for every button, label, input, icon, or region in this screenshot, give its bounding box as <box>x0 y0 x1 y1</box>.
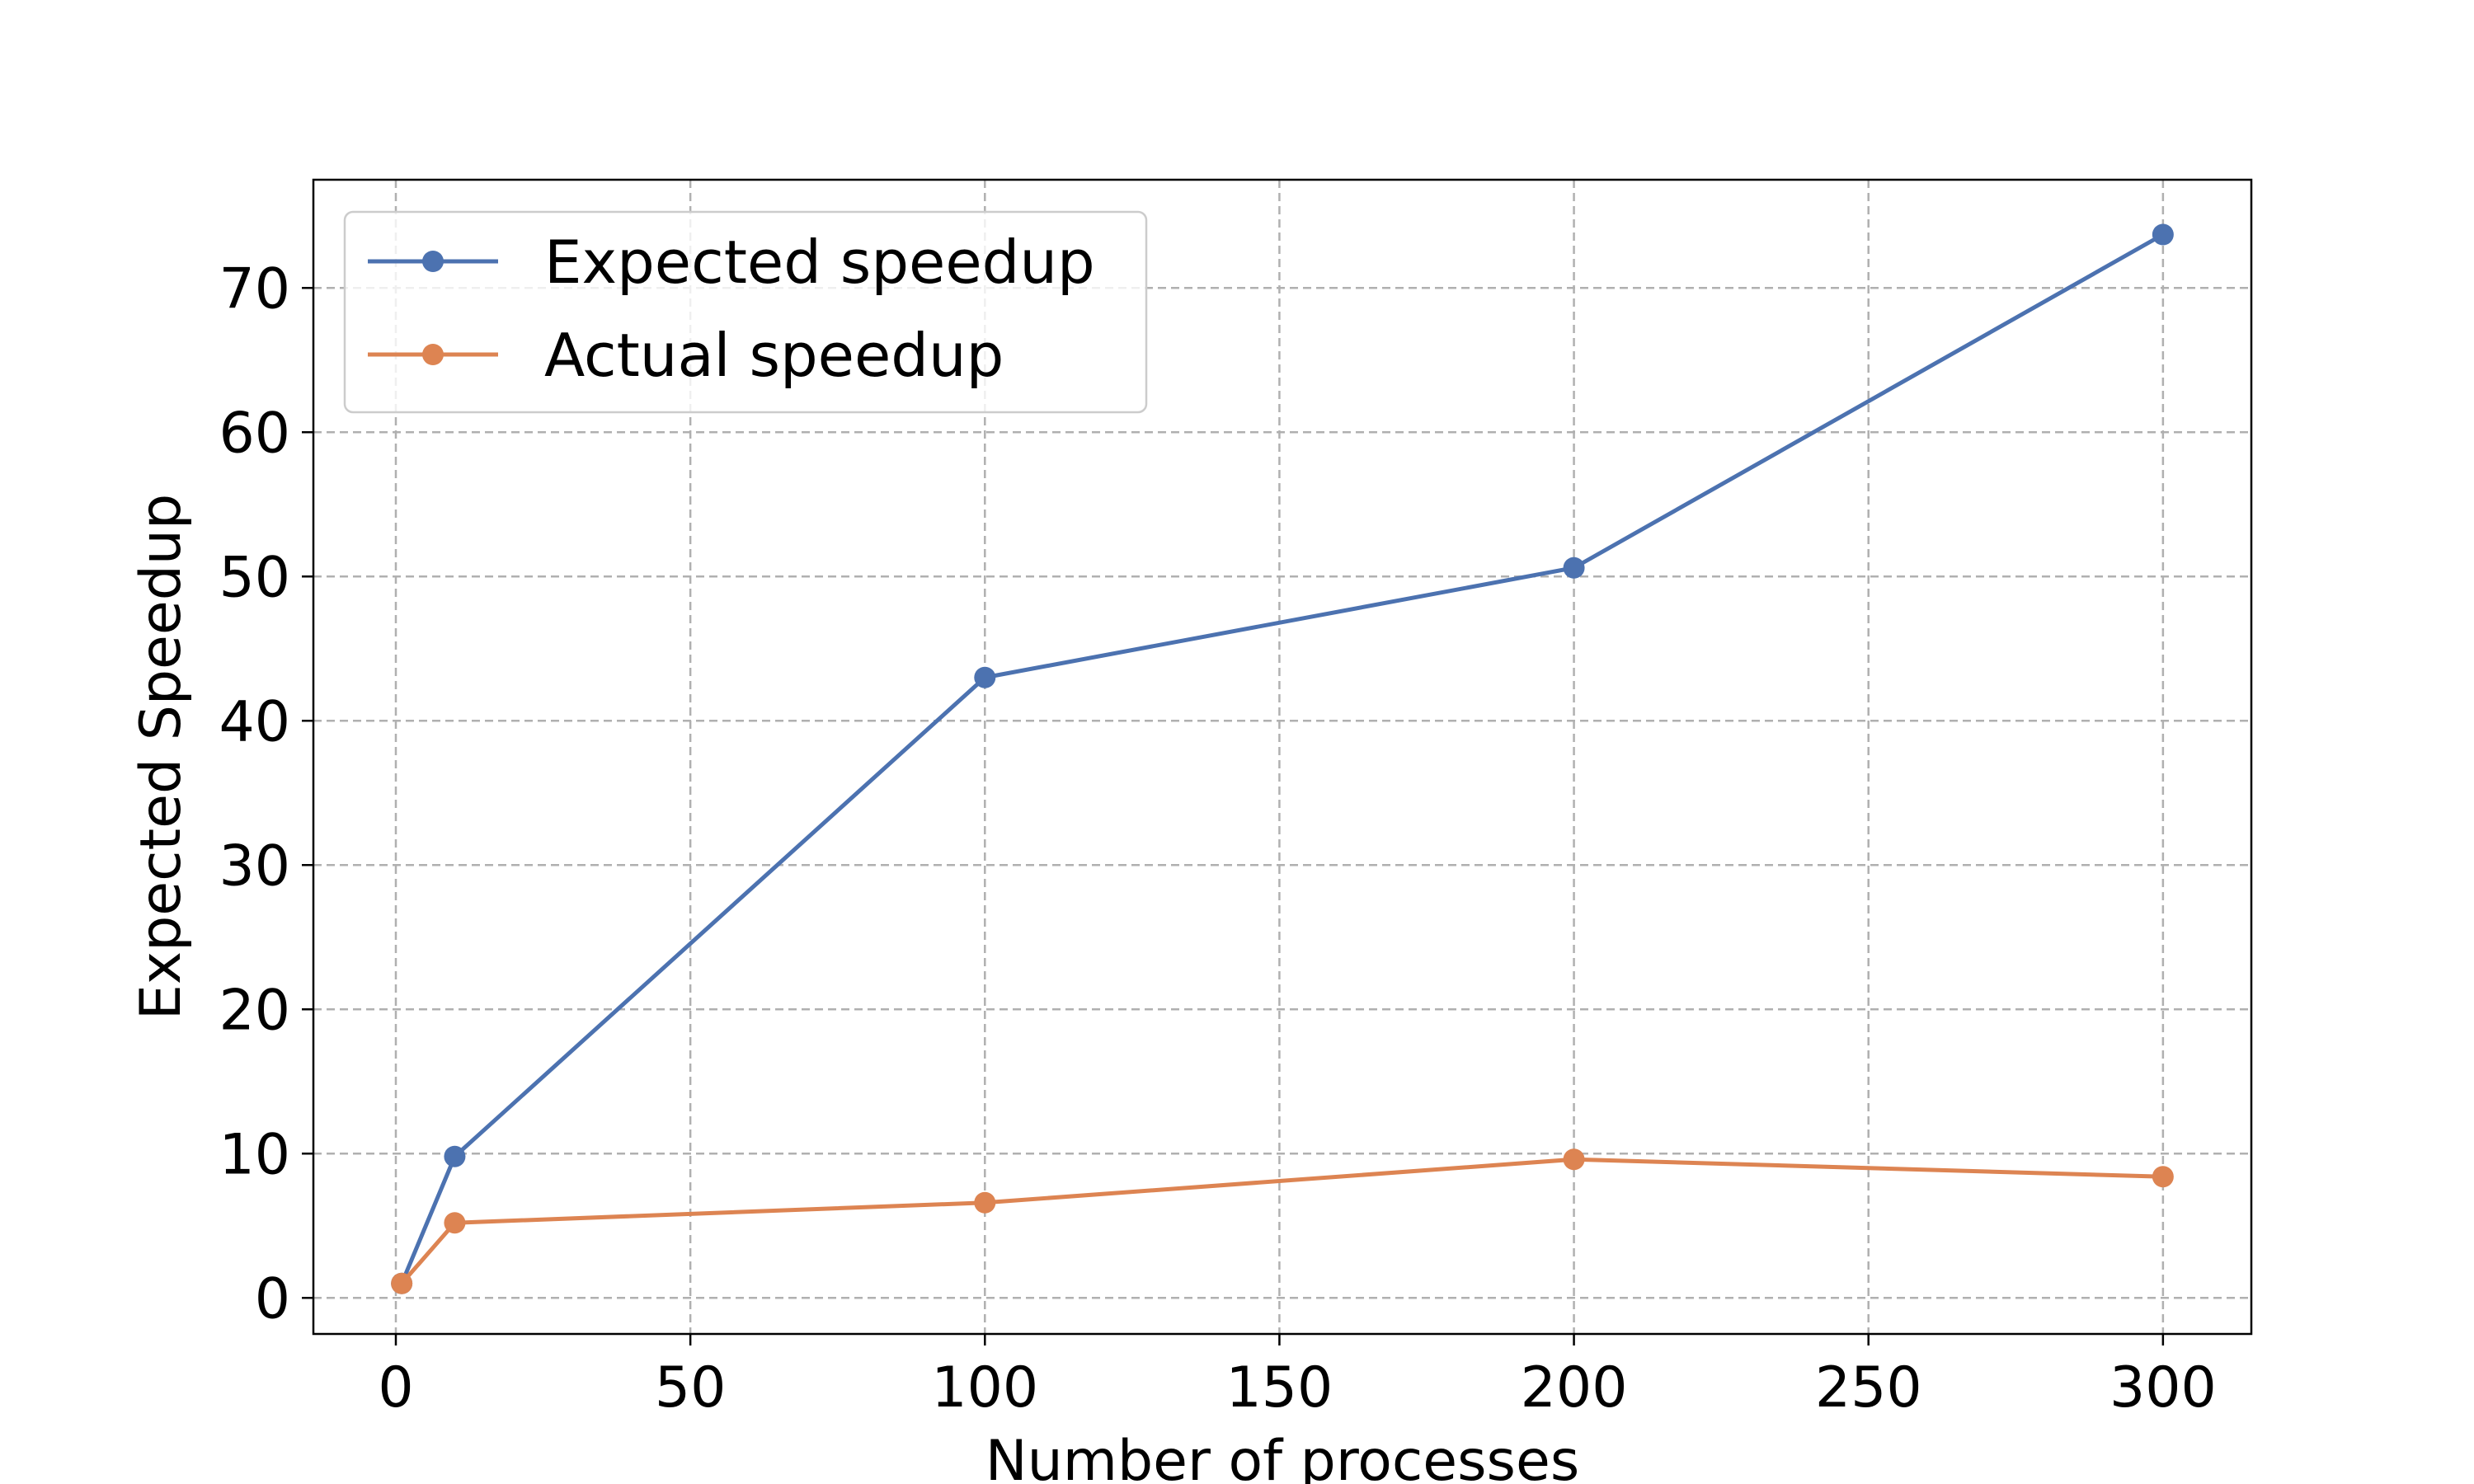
legend-box <box>343 210 1148 414</box>
x-tick-label-150: 150 <box>1226 1355 1333 1421</box>
data-point-actual-speedup-10 <box>444 1212 466 1234</box>
x-tick-label-200: 200 <box>1521 1355 1628 1421</box>
legend-label-expected-speedup: Expected speedup <box>544 228 1095 297</box>
data-point-actual-speedup-300 <box>2152 1166 2174 1188</box>
data-point-expected-speedup-10 <box>444 1145 466 1167</box>
x-tick-label-50: 50 <box>655 1355 727 1421</box>
plot-frame <box>312 178 2253 1336</box>
y-tick-label-70: 70 <box>219 256 290 322</box>
legend-marker-actual-speedup <box>422 344 444 365</box>
x-tick-label-250: 250 <box>1815 1355 1922 1421</box>
x-tick-label-100: 100 <box>931 1355 1038 1421</box>
series-line-actual-speedup <box>400 1157 2163 1285</box>
data-point-expected-speedup-200 <box>1563 556 1585 579</box>
y-tick-label-50: 50 <box>219 545 290 610</box>
y-tick-label-30: 30 <box>219 834 290 899</box>
x-tick-label-0: 0 <box>378 1355 413 1421</box>
y-tick-label-10: 10 <box>219 1122 290 1187</box>
grid <box>313 180 2251 1334</box>
x-axis-label: Number of processes <box>985 1429 1580 1484</box>
legend-label-actual-speedup: Actual speedup <box>544 321 1004 390</box>
data-point-expected-speedup-300 <box>2152 223 2174 246</box>
y-tick-label-40: 40 <box>219 689 290 754</box>
data-point-actual-speedup-1 <box>391 1272 413 1294</box>
legend: Expected speedup Actual speedup <box>343 210 1148 414</box>
data-point-actual-speedup-100 <box>974 1191 996 1214</box>
legend-marker-expected-speedup <box>422 251 444 272</box>
y-axis-label: Expected Speedup <box>129 494 194 1020</box>
series-layer <box>391 223 2174 1294</box>
y-tick-label-0: 0 <box>255 1266 290 1331</box>
y-tick-label-20: 20 <box>219 978 290 1043</box>
x-tick-label-300: 300 <box>2109 1355 2217 1421</box>
data-point-actual-speedup-200 <box>1563 1148 1585 1171</box>
data-point-expected-speedup-100 <box>974 666 996 688</box>
y-tick-label-60: 60 <box>219 401 290 466</box>
axis-ticks: 0 50 100 150 200 250 300 0 10 20 30 40 50 60 70 <box>219 256 2216 1421</box>
